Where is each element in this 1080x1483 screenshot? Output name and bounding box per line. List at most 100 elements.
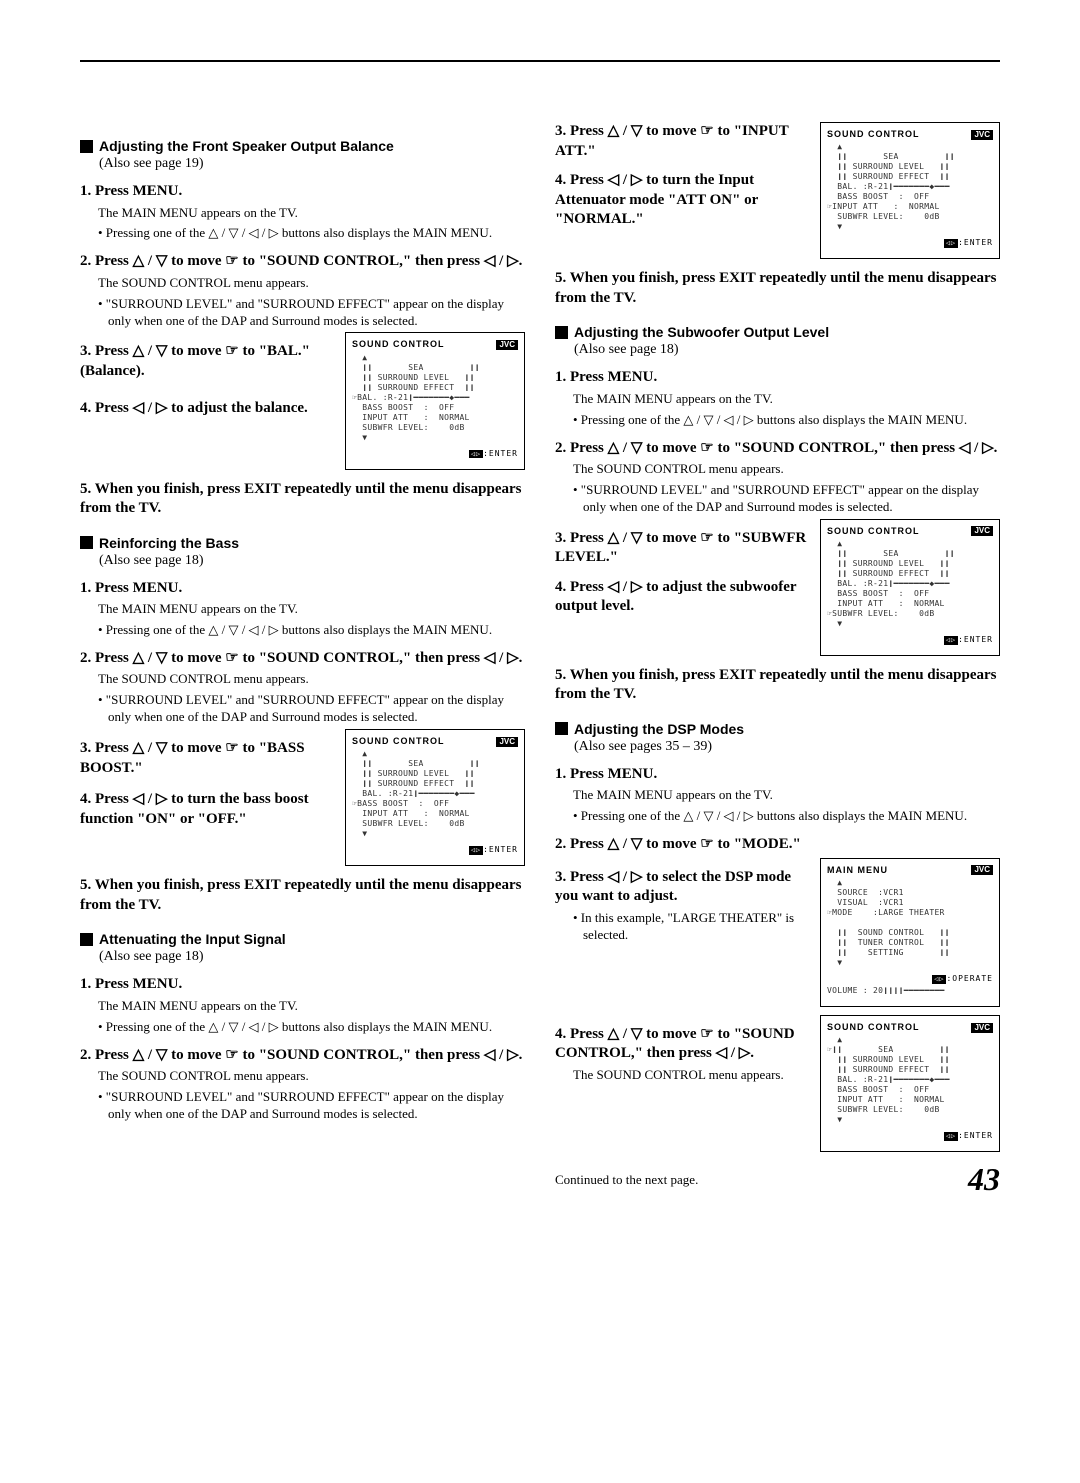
screen-title: SOUND CONTROL xyxy=(827,1022,920,1033)
subtext: (Also see page 18) xyxy=(99,553,525,569)
step: 2. Press △ / ▽ to move ☞ to "SOUND CONTR… xyxy=(80,649,525,669)
heading-subwoofer: Adjusting the Subwoofer Output Level xyxy=(555,324,1000,340)
step-body: The SOUND CONTROL menu appears. xyxy=(573,461,1000,478)
bullet: • Pressing one of the △ / ▽ / ◁ / ▷ butt… xyxy=(573,412,1000,429)
continued-text: Continued to the next page. xyxy=(555,1172,1000,1188)
subtext: (Also see page 19) xyxy=(99,156,525,172)
enter-text: :ENTER xyxy=(483,449,518,458)
step: 4. Press △ / ▽ to move ☞ to "SOUND CONTR… xyxy=(555,1025,810,1064)
square-icon xyxy=(80,933,93,946)
square-icon xyxy=(80,140,93,153)
jvc-logo: JVC xyxy=(971,526,993,536)
bullet: • Pressing one of the △ / ▽ / ◁ / ▷ butt… xyxy=(98,1019,525,1036)
step-body: The SOUND CONTROL menu appears. xyxy=(98,671,525,688)
jvc-logo: JVC xyxy=(971,1023,993,1033)
step-body: The MAIN MENU appears on the TV. xyxy=(98,998,525,1015)
enter-icon: ◁▷ xyxy=(469,846,483,855)
step: 1. Press MENU. xyxy=(80,579,525,599)
step-body: The SOUND CONTROL menu appears. xyxy=(98,275,525,292)
row-with-screen: 3. Press △ / ▽ to move ☞ to "BASS BOOST.… xyxy=(80,729,525,866)
bullet: • "SURROUND LEVEL" and "SURROUND EFFECT"… xyxy=(98,692,525,726)
heading-text: Attenuating the Input Signal xyxy=(99,931,286,947)
enter-icon: ◁▷ xyxy=(469,450,483,459)
jvc-logo: JVC xyxy=(496,340,518,350)
step-body: The SOUND CONTROL menu appears. xyxy=(573,1067,810,1084)
bullet: • Pressing one of the △ / ▽ / ◁ / ▷ butt… xyxy=(98,622,525,639)
page-number: 43 xyxy=(968,1161,1000,1198)
enter-text: :ENTER xyxy=(483,845,518,854)
step: 2. Press △ / ▽ to move ☞ to "SOUND CONTR… xyxy=(80,252,525,272)
screen-body: ▲ ❙❙ SEA ❙❙ ❙❙ SURROUND LEVEL ❙❙ ❙❙ SURR… xyxy=(827,142,993,232)
heading-text: Adjusting the Front Speaker Output Balan… xyxy=(99,138,394,154)
jvc-logo: JVC xyxy=(971,130,993,140)
operate-icon: ◁▷ xyxy=(932,975,946,984)
enter-icon: ◁▷ xyxy=(944,239,958,248)
enter-text: :ENTER xyxy=(958,1131,993,1140)
heading-bass: Reinforcing the Bass xyxy=(80,535,525,551)
step: 1. Press MENU. xyxy=(80,182,525,202)
step: 1. Press MENU. xyxy=(80,975,525,995)
row-with-screen: 3. Press △ / ▽ to move ☞ to "INPUT ATT."… xyxy=(555,122,1000,259)
heading-text: Adjusting the Subwoofer Output Level xyxy=(574,324,829,340)
row-with-screen: 4. Press △ / ▽ to move ☞ to "SOUND CONTR… xyxy=(555,1015,1000,1152)
jvc-logo: JVC xyxy=(971,865,993,875)
screen-bass: SOUND CONTROLJVC ▲ ❙❙ SEA ❙❙ ❙❙ SURROUND… xyxy=(345,729,525,866)
step: 4. Press ◁ / ▷ to adjust the subwoofer o… xyxy=(555,578,810,617)
right-column: 3. Press △ / ▽ to move ☞ to "INPUT ATT."… xyxy=(555,122,1000,1188)
row-with-screen: 3. Press △ / ▽ to move ☞ to "SUBWFR LEVE… xyxy=(555,519,1000,656)
step-body: The MAIN MENU appears on the TV. xyxy=(573,787,1000,804)
screen-body: ▲ ❙❙ SEA ❙❙ ❙❙ SURROUND LEVEL ❙❙ ❙❙ SURR… xyxy=(352,749,518,839)
operate-text: :OPERATE xyxy=(946,974,993,983)
screen-title: SOUND CONTROL xyxy=(827,129,920,140)
screen-title: SOUND CONTROL xyxy=(352,339,445,350)
bullet: • Pressing one of the △ / ▽ / ◁ / ▷ butt… xyxy=(573,808,1000,825)
step: 3. Press △ / ▽ to move ☞ to "SUBWFR LEVE… xyxy=(555,529,810,568)
bullet: • In this example, "LARGE THEATER" is se… xyxy=(573,910,810,944)
step: 2. Press △ / ▽ to move ☞ to "SOUND CONTR… xyxy=(555,439,1000,459)
subtext: (Also see page 18) xyxy=(99,949,525,965)
square-icon xyxy=(80,536,93,549)
step: 3. Press △ / ▽ to move ☞ to "BASS BOOST.… xyxy=(80,739,335,778)
screen-body: ▲ ☞❙❙ SEA ❙❙ ❙❙ SURROUND LEVEL ❙❙ ❙❙ SUR… xyxy=(827,1035,993,1125)
step: 4. Press ◁ / ▷ to turn the bass boost fu… xyxy=(80,790,335,829)
heading-front-balance: Adjusting the Front Speaker Output Balan… xyxy=(80,138,525,154)
volume-line: VOLUME : 20❙❙❙❙━━━━━━━━ xyxy=(827,986,993,996)
top-rule xyxy=(80,60,1000,62)
row-with-screen: 3. Press △ / ▽ to move ☞ to "BAL." (Bala… xyxy=(80,332,525,469)
screen-balance: SOUND CONTROLJVC ▲ ❙❙ SEA ❙❙ ❙❙ SURROUND… xyxy=(345,332,525,469)
square-icon xyxy=(555,722,568,735)
screen-dsp-main: MAIN MENUJVC ▲ SOURCE :VCR1 VISUAL :VCR1… xyxy=(820,858,1000,1007)
step: 3. Press △ / ▽ to move ☞ to "INPUT ATT." xyxy=(555,122,810,161)
subtext: (Also see page 18) xyxy=(574,342,1000,358)
step: 2. Press △ / ▽ to move ☞ to "MODE." xyxy=(555,835,1000,855)
step: 5. When you finish, press EXIT repeatedl… xyxy=(555,666,1000,705)
enter-icon: ◁▷ xyxy=(944,636,958,645)
step-body: The MAIN MENU appears on the TV. xyxy=(98,601,525,618)
subtext: (Also see pages 35 – 39) xyxy=(574,739,1000,755)
step: 4. Press ◁ / ▷ to turn the Input Attenua… xyxy=(555,171,810,230)
screen-title: SOUND CONTROL xyxy=(352,736,445,747)
screen-body: ▲ SOURCE :VCR1 VISUAL :VCR1 ☞MODE :LARGE… xyxy=(827,878,993,968)
step: 4. Press ◁ / ▷ to adjust the balance. xyxy=(80,399,335,419)
step: 5. When you finish, press EXIT repeatedl… xyxy=(80,876,525,915)
heading-dsp: Adjusting the DSP Modes xyxy=(555,721,1000,737)
step: 3. Press ◁ / ▷ to select the DSP mode yo… xyxy=(555,868,810,907)
left-column: Adjusting the Front Speaker Output Balan… xyxy=(80,122,525,1188)
step-body: The MAIN MENU appears on the TV. xyxy=(98,205,525,222)
step: 2. Press △ / ▽ to move ☞ to "SOUND CONTR… xyxy=(80,1046,525,1066)
step-body: The SOUND CONTROL menu appears. xyxy=(98,1068,525,1085)
bullet: • Pressing one of the △ / ▽ / ◁ / ▷ butt… xyxy=(98,225,525,242)
heading-text: Adjusting the DSP Modes xyxy=(574,721,744,737)
step: 1. Press MENU. xyxy=(555,368,1000,388)
enter-text: :ENTER xyxy=(958,238,993,247)
screen-dsp-sound: SOUND CONTROL JVC ▲ ☞❙❙ SEA ❙❙ ❙❙ SURROUN… xyxy=(820,1015,1000,1152)
heading-text: Reinforcing the Bass xyxy=(99,535,239,551)
step-body: The MAIN MENU appears on the TV. xyxy=(573,391,1000,408)
step: 3. Press △ / ▽ to move ☞ to "BAL." (Bala… xyxy=(80,342,335,381)
bullet: • "SURROUND LEVEL" and "SURROUND EFFECT"… xyxy=(98,296,525,330)
bullet: • "SURROUND LEVEL" and "SURROUND EFFECT"… xyxy=(573,482,1000,516)
screen-body: ▲ ❙❙ SEA ❙❙ ❙❙ SURROUND LEVEL ❙❙ ❙❙ SURR… xyxy=(827,539,993,629)
screen-title: SOUND CONTROL xyxy=(827,526,920,537)
content-columns: Adjusting the Front Speaker Output Balan… xyxy=(80,122,1000,1188)
screen-subwoofer: SOUND CONTROL JVC ▲ ❙❙ SEA ❙❙ ❙❙ SURROUND… xyxy=(820,519,1000,656)
